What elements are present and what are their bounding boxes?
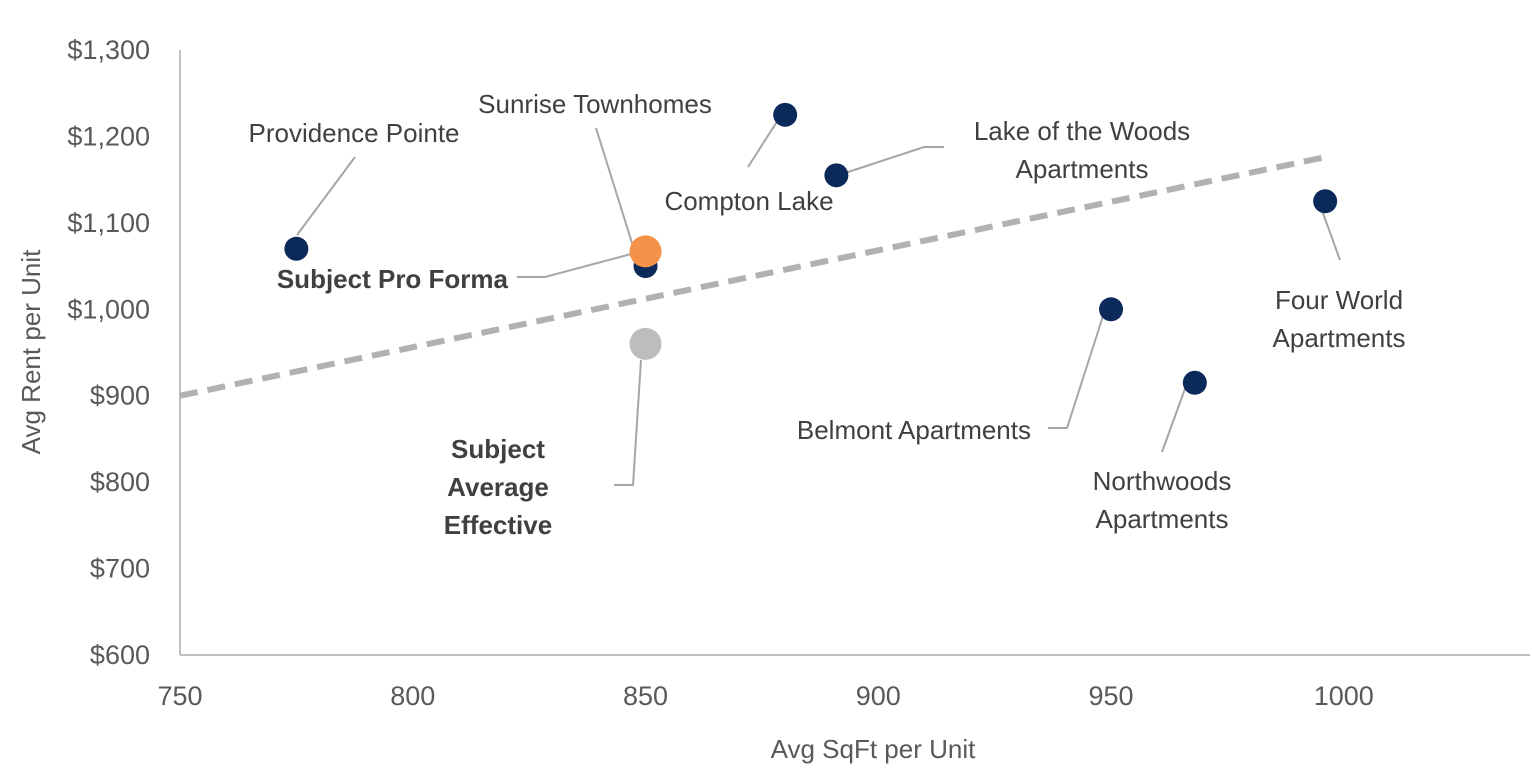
compton-lake-leader-line xyxy=(747,119,779,168)
y-tick-label: $1,000 xyxy=(67,294,150,324)
x-tick-label: 900 xyxy=(856,681,901,711)
compton-lake-label: Compton Lake xyxy=(664,186,833,216)
northwoods-label-line: Apartments xyxy=(1096,504,1229,534)
providence-pointe-leader-line xyxy=(296,156,356,236)
four-world-label-line: Four World xyxy=(1275,285,1403,315)
northwoods-label-line: Northwoods xyxy=(1093,466,1232,496)
four-world-point xyxy=(1313,189,1338,214)
x-tick-label: 850 xyxy=(623,681,668,711)
belmont-point xyxy=(1099,297,1124,322)
four-world-label-line: Apartments xyxy=(1273,323,1406,353)
x-axis-title: Avg SqFt per Unit xyxy=(771,734,977,764)
y-tick-label: $600 xyxy=(90,640,150,670)
compton-lake-point xyxy=(773,102,798,127)
y-tick-label: $900 xyxy=(90,381,150,411)
subject-average-effective-label-line: Subject xyxy=(451,434,545,464)
subject-pro-forma-point xyxy=(629,235,662,268)
four-world-leader-line xyxy=(1319,204,1341,261)
lake-of-the-woods-label: Lake of the Woods Apartments xyxy=(974,116,1190,184)
x-tick-label: 1000 xyxy=(1314,681,1374,711)
y-tick-label: $1,200 xyxy=(67,121,150,151)
belmont-label-line: Belmont Apartments xyxy=(797,415,1031,445)
subject-average-effective-leader-line xyxy=(614,359,642,486)
subject-average-effective-point xyxy=(629,327,662,360)
y-tick-label: $1,300 xyxy=(67,35,150,65)
data-points xyxy=(284,102,1338,395)
subject-pro-forma-leader-line xyxy=(517,252,636,278)
y-axis-title: Avg Rent per Unit xyxy=(16,249,46,455)
providence-pointe-point xyxy=(284,236,309,261)
point-labels: Providence Pointe Sunrise Townhomes Compto… xyxy=(248,89,1405,540)
y-tick-label: $700 xyxy=(90,554,150,584)
x-axis-ticks: 750 800 850 900 950 1000 xyxy=(157,681,1373,711)
belmont-label: Belmont Apartments xyxy=(797,415,1031,445)
lake-of-the-woods-point xyxy=(824,163,849,188)
axes xyxy=(179,50,1530,656)
lake-of-the-woods-label-line: Lake of the Woods xyxy=(974,116,1190,146)
subject-pro-forma-label: Subject Pro Forma xyxy=(277,264,509,294)
compton-lake-label-line: Compton Lake xyxy=(664,186,833,216)
subject-average-effective-label-line: Effective xyxy=(444,510,552,540)
providence-pointe-label: Providence Pointe xyxy=(248,118,459,148)
sunrise-townhomes-leader-line xyxy=(595,127,639,263)
subject-average-effective-label-line: Average xyxy=(447,472,549,502)
subject-pro-forma-label-line: Subject Pro Forma xyxy=(277,264,509,294)
northwoods-label: Northwoods Apartments xyxy=(1093,466,1232,534)
y-axis-ticks: $600 $700 $800 $900 $1,000 $1,100 $1,200 $1,300 xyxy=(67,35,150,670)
four-world-label: Four World Apartments xyxy=(1273,285,1406,353)
sunrise-townhomes-label: Sunrise Townhomes xyxy=(478,89,712,119)
northwoods-leader-line xyxy=(1161,385,1187,453)
northwoods-point xyxy=(1182,370,1207,395)
x-tick-label: 950 xyxy=(1089,681,1134,711)
subject-average-effective-label: Subject Average Effective xyxy=(444,434,552,540)
leader-lines xyxy=(296,119,1341,486)
x-tick-label: 750 xyxy=(157,681,202,711)
lake-of-the-woods-leader-line xyxy=(832,146,944,178)
belmont-leader-line xyxy=(1048,312,1105,429)
lake-of-the-woods-label-line: Apartments xyxy=(1016,154,1149,184)
providence-pointe-label-line: Providence Pointe xyxy=(248,118,459,148)
sunrise-townhomes-label-line: Sunrise Townhomes xyxy=(478,89,712,119)
x-tick-label: 800 xyxy=(390,681,435,711)
y-tick-label: $1,100 xyxy=(67,208,150,238)
y-tick-label: $800 xyxy=(90,467,150,497)
